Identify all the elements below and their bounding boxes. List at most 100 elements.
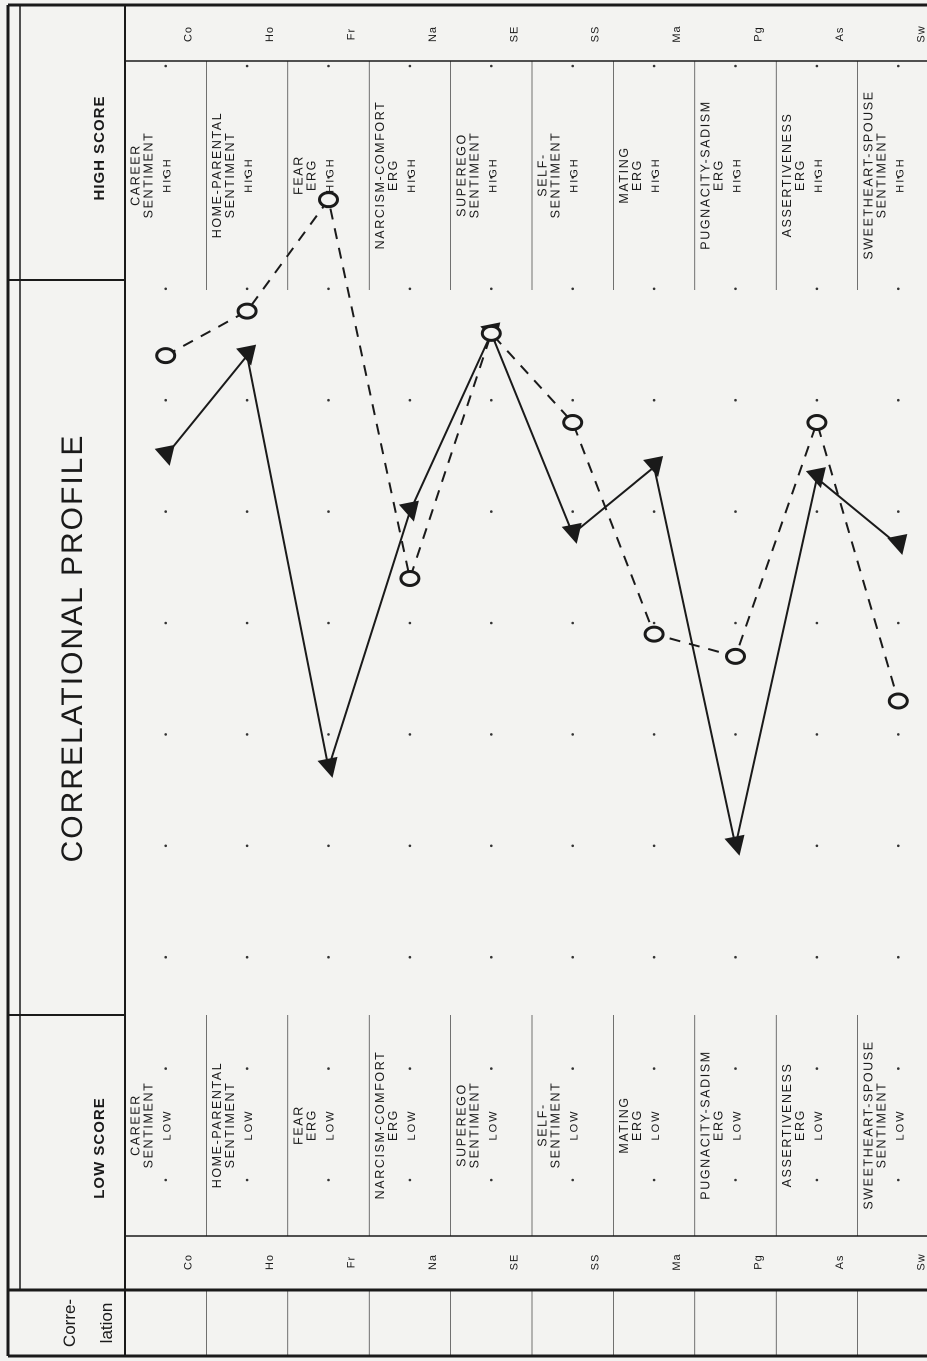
high-label: HIGH [650, 157, 662, 193]
low-factor-code: Ho [264, 1254, 276, 1270]
triangle-marker [724, 834, 745, 856]
low-factor-code: Ma [671, 1253, 683, 1270]
low-label: LOW [732, 1109, 744, 1140]
low-trait-name-line-2: SENTIMENT [874, 1082, 888, 1169]
grid-dot [164, 176, 167, 179]
high-factor-code: SS [590, 26, 602, 43]
grid-dot [571, 955, 574, 959]
grid-dot [897, 733, 900, 736]
high-factor-code: Pg [753, 26, 765, 41]
high-label: HIGH [406, 157, 418, 193]
grid-dot [164, 733, 167, 736]
triangle-marker [236, 344, 257, 366]
grid-dot [897, 398, 900, 402]
grid-dot [245, 1067, 249, 1070]
grid-dot [652, 844, 656, 848]
high-label: HIGH [243, 157, 255, 193]
chart-title: CORRELATIONAL PROFILE [56, 434, 89, 863]
high-trait-name-line-1: NARCISM-COMFORT [373, 101, 387, 250]
grid-dot [571, 287, 574, 291]
grid-dot [245, 844, 249, 848]
grid-dot [571, 733, 574, 736]
high-trait-name-line-2: ERG [793, 159, 807, 191]
grid-dot [490, 510, 493, 513]
grid-dot [652, 398, 656, 402]
low-label: LOW [487, 1109, 499, 1140]
row-sw: SWEETHEART-SPOUSE SENTIMENT LOWSWEETHEART-… [861, 25, 927, 1270]
high-factor-code: Sw [915, 25, 927, 42]
grid-dot [815, 287, 819, 291]
low-score-header: LOW SCORE [91, 1097, 108, 1199]
grid-dot [897, 1067, 900, 1070]
triangle-marker [805, 467, 826, 489]
series-layer [154, 191, 909, 856]
low-label: LOW [162, 1109, 174, 1140]
grid-dot [327, 1178, 330, 1182]
high-trait-name-line-1: SELF- [536, 153, 550, 196]
low-trait-name-line-2: SENTIMENT [549, 1082, 563, 1169]
grid-dot [164, 1067, 167, 1070]
high-factor-code: SE [508, 26, 520, 43]
high-trait-name-line-2: ERG [305, 159, 319, 191]
table-frame [6, 3, 927, 1358]
grid-dot [164, 398, 167, 402]
grid-dot [897, 844, 900, 848]
grid-dot [734, 621, 737, 625]
low-trait-name-line-2: SENTIMENT [467, 1082, 481, 1169]
triangle-marker [398, 500, 419, 522]
low-factor-code: Pg [753, 1254, 765, 1269]
low-factor-code: As [834, 1255, 846, 1270]
high-factor-code: Ma [671, 25, 683, 42]
low-trait-name-line-1: PUGNACITY-SADISM [699, 1050, 713, 1199]
low-trait-name-line-1: CAREER [129, 1094, 143, 1156]
grid-dot [571, 621, 574, 625]
high-trait-name-line-2: ERG [630, 159, 644, 191]
low-trait-name-line-1: FEAR [292, 1105, 306, 1145]
grid-dot [652, 64, 656, 68]
low-label: LOW [406, 1109, 418, 1140]
circle-marker [806, 413, 828, 431]
triangle-marker [561, 522, 582, 544]
grid-dot [571, 398, 574, 402]
grid-dot [897, 1178, 900, 1182]
circle-marker [318, 191, 339, 209]
grid-dot [815, 733, 819, 736]
correlation-header-line-1: Corre- [60, 1299, 79, 1347]
grid-dot [408, 955, 412, 959]
high-label: HIGH [162, 157, 174, 193]
grid-dot [571, 64, 574, 68]
low-trait-name-line-1: SUPEREGO [454, 1083, 468, 1167]
grid-dot [571, 1178, 574, 1182]
series-line [164, 330, 899, 847]
grid-dot [245, 398, 249, 402]
correlation-header: Corre- lation [60, 1299, 116, 1347]
grid-dot [897, 955, 900, 959]
triangle-marker [154, 444, 175, 466]
low-trait-name-line-1: SWEETHEART-SPOUSE [861, 1040, 875, 1209]
low-label: LOW [569, 1109, 581, 1140]
low-label: LOW [813, 1109, 825, 1140]
grid-dot [734, 510, 737, 513]
grid-dot [164, 844, 167, 848]
grid-dot [408, 733, 412, 736]
high-trait-name-line-1: HOME-PARENTAL [210, 112, 224, 239]
high-trait-name-line-1: ASSERTIVENESS [780, 113, 794, 238]
grid-dot [490, 176, 493, 179]
low-trait-name-line-1: NARCISM-COMFORT [373, 1051, 387, 1200]
low-trait-name-line-2: ERG [386, 1109, 400, 1141]
circle-marker [155, 347, 177, 365]
grid-dot [734, 733, 737, 736]
grid-dot [652, 733, 656, 736]
high-trait-name-line-1: SWEETHEART-SPOUSE [861, 90, 875, 259]
grid-dot [327, 176, 330, 179]
grid-dot [815, 955, 819, 959]
grid-dot [815, 64, 819, 68]
grid-dot [490, 733, 493, 736]
correlation-header-line-2: lation [97, 1303, 116, 1344]
grid-dot [652, 510, 656, 513]
high-label: HIGH [487, 157, 499, 193]
